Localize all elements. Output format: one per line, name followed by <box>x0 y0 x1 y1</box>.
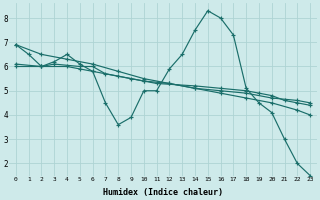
X-axis label: Humidex (Indice chaleur): Humidex (Indice chaleur) <box>103 188 223 197</box>
